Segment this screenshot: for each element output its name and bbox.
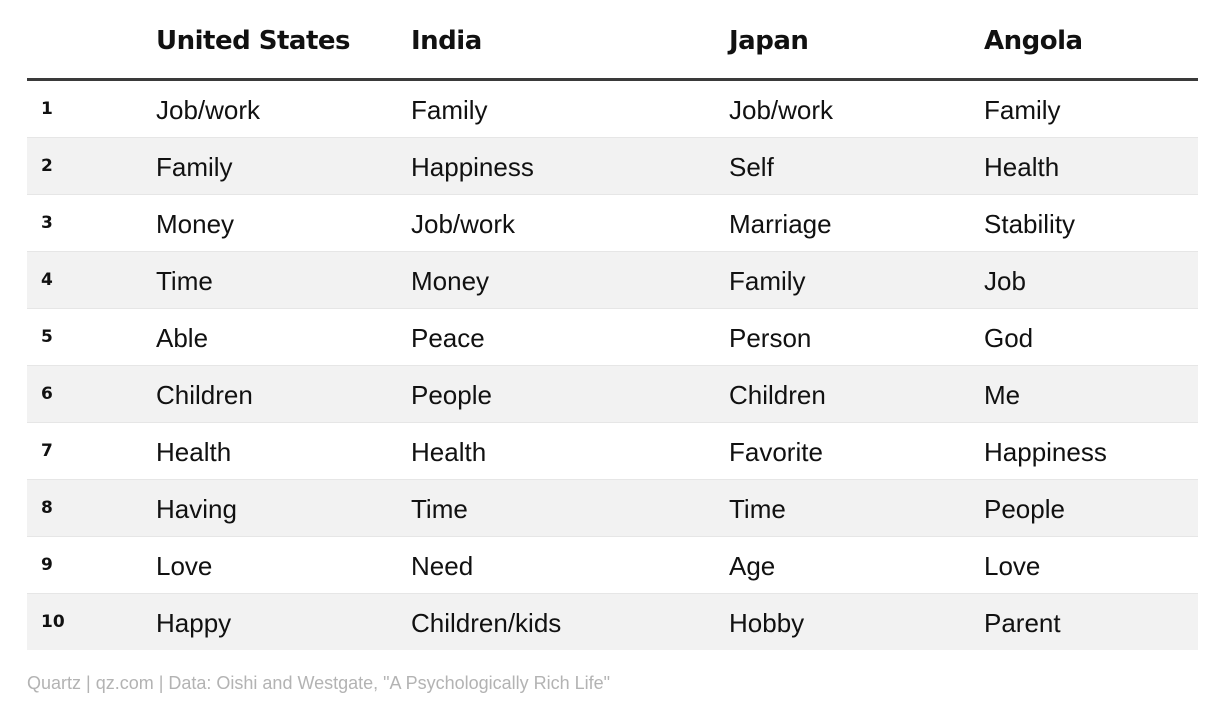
rank-cell: 6	[41, 384, 53, 404]
table-cell: Job/work	[156, 95, 261, 125]
table-cell: Time	[411, 494, 468, 524]
table-cell: People	[411, 380, 492, 410]
column-header-united-states: United States	[156, 26, 351, 56]
table-cell: Peace	[411, 323, 485, 353]
table-cell: Hobby	[729, 608, 805, 638]
table-cell: Job/work	[411, 209, 516, 239]
table-cell: Favorite	[729, 437, 823, 467]
column-header-japan: Japan	[729, 26, 809, 56]
rank-cell: 9	[41, 555, 53, 575]
table-cell: Stability	[984, 209, 1076, 239]
table-cell: Time	[156, 266, 213, 296]
table-cell: Family	[984, 95, 1061, 125]
table-cell: Happiness	[411, 152, 534, 182]
table-cell: Love	[984, 551, 1041, 581]
rank-cell: 1	[41, 99, 53, 119]
column-header-angola: Angola	[984, 26, 1083, 56]
table-body: 1 Job/work Family Job/work Family 2 Family Happ…	[27, 81, 1198, 650]
table-row: 8 Having Time Time People	[27, 480, 1198, 537]
table-row: 9 Love Need Age Love	[27, 537, 1198, 594]
table-cell: Self	[729, 152, 774, 182]
table-row: 10 Happy Children/kids Hobby Parent	[27, 594, 1198, 650]
table-cell: Having	[156, 494, 237, 524]
table-cell: Children/kids	[411, 608, 562, 638]
rank-cell: 10	[41, 612, 65, 632]
rank-cell: 3	[41, 213, 53, 233]
table-cell: Time	[729, 494, 786, 524]
table-cell: God	[984, 323, 1034, 353]
table-row: 3 Money Job/work Marriage Stability	[27, 195, 1198, 252]
table-cell: Money	[156, 209, 235, 239]
table-row: 7 Health Health Favorite Happiness	[27, 423, 1198, 480]
rank-cell: 4	[41, 270, 53, 290]
table-cell: Able	[156, 323, 209, 353]
table-cell: Parent	[984, 608, 1061, 638]
table-cell: Family	[156, 152, 233, 182]
table-cell: Family	[411, 95, 488, 125]
table-cell: Person	[729, 323, 812, 353]
rank-cell: 5	[41, 327, 53, 347]
table-cell: Money	[411, 266, 490, 296]
ranking-table: United States India Japan Angola 1 Job/wo…	[27, 0, 1198, 650]
column-header-india: India	[411, 26, 482, 56]
table-row: 5 Able Peace Person God	[27, 309, 1198, 366]
table-cell: Children	[729, 380, 826, 410]
table-cell: Health	[156, 437, 232, 467]
table-cell: Me	[984, 380, 1021, 410]
table-row: 1 Job/work Family Job/work Family	[27, 81, 1198, 138]
table-cell: Job	[984, 266, 1026, 296]
table-cell: Job/work	[729, 95, 834, 125]
rank-cell: 8	[41, 498, 53, 518]
table-cell: Age	[729, 551, 776, 581]
table-cell: Health	[984, 152, 1060, 182]
table-cell: Need	[411, 551, 474, 581]
table-row: 6 Children People Children Me	[27, 366, 1198, 423]
table-cell: Marriage	[729, 209, 832, 239]
table-cell: Health	[411, 437, 487, 467]
table-cell: Happy	[156, 608, 232, 638]
table-cell: Family	[729, 266, 806, 296]
source-note: Quartz | qz.com | Data: Oishi and Westga…	[27, 673, 611, 693]
rank-cell: 2	[41, 156, 53, 176]
table-row: 4 Time Money Family Job	[27, 252, 1198, 309]
table-header-row: United States India Japan Angola	[27, 0, 1198, 81]
table-cell: Children	[156, 380, 253, 410]
table-cell: Love	[156, 551, 213, 581]
table-row: 2 Family Happiness Self Health	[27, 138, 1198, 195]
rank-cell: 7	[41, 441, 53, 461]
table-cell: People	[984, 494, 1065, 524]
table-cell: Happiness	[984, 437, 1107, 467]
